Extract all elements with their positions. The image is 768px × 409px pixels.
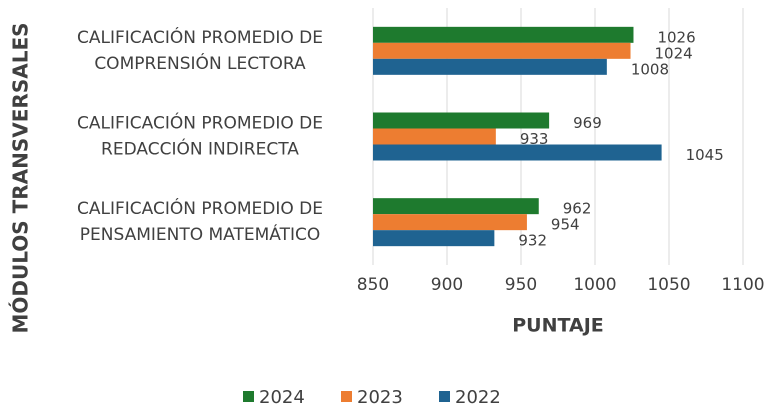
bar: [373, 26, 634, 43]
x-tick-label: 900: [431, 275, 463, 295]
data-label: 1024: [655, 44, 693, 62]
legend-swatch: [341, 391, 352, 402]
bar: [373, 214, 527, 231]
bar: [373, 144, 662, 161]
bar: [373, 230, 495, 247]
data-label: 954: [551, 216, 580, 234]
data-label: 1026: [657, 28, 695, 46]
bar: [373, 112, 550, 129]
x-tick-label: 1050: [647, 275, 690, 295]
legend-swatch: [439, 391, 450, 402]
legend-label: 2024: [259, 387, 305, 408]
data-label: 933: [520, 130, 549, 148]
data-label: 1008: [631, 60, 669, 78]
category-label: CALIFICACIÓN PROMEDIO DE REDACCIÓN INDIRE…: [77, 112, 323, 160]
data-label: 962: [563, 200, 592, 218]
data-label: 932: [518, 232, 547, 250]
bar: [373, 198, 539, 215]
y-axis-title: MÓDULOS TRANSVERSALES: [9, 22, 33, 333]
x-tick-label: 950: [505, 275, 537, 295]
x-tick-label: 1000: [573, 275, 616, 295]
legend-label: 2023: [357, 387, 403, 408]
x-tick-label: 850: [357, 275, 389, 295]
legend-label: 2022: [455, 387, 501, 408]
x-tick-label: 1100: [721, 275, 764, 295]
x-axis-title: PUNTAJE: [512, 315, 604, 337]
bar: [373, 42, 631, 59]
bar: [373, 128, 496, 145]
category-label: CALIFICACIÓN PROMEDIO DE COMPRENSIÓN LECT…: [77, 26, 323, 74]
bar: [373, 58, 607, 75]
data-label: 1045: [686, 146, 724, 164]
category-label: CALIFICACIÓN PROMEDIO DE PENSAMIENTO MATE…: [77, 197, 323, 245]
data-label: 969: [573, 114, 602, 132]
legend-swatch: [243, 391, 254, 402]
